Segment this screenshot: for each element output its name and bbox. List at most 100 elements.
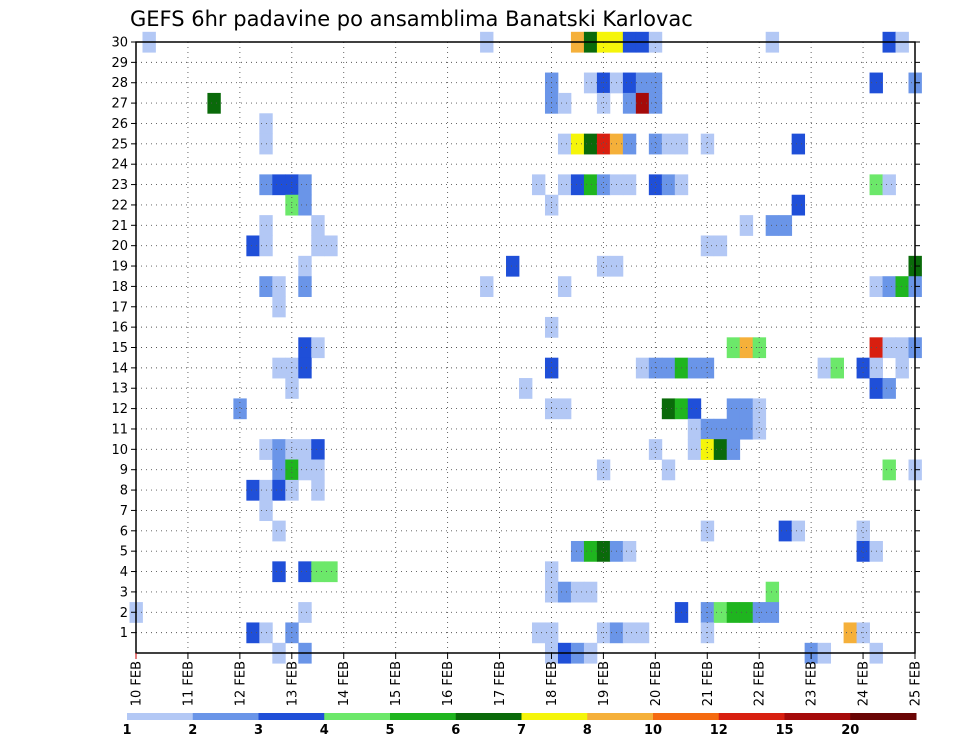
x-tick-label: 12 FEB <box>233 661 248 706</box>
heat-cell <box>311 459 325 481</box>
heat-cell <box>583 72 598 94</box>
colorbar-label: 2 <box>188 723 197 738</box>
y-tick-label: 10 <box>111 443 128 458</box>
y-tick-label: 26 <box>111 117 128 132</box>
heat-cell <box>856 540 870 562</box>
x-tick-label: 23 FEB <box>805 661 820 706</box>
heat-cell <box>570 133 585 155</box>
y-tick-label: 3 <box>120 585 128 600</box>
heat-cell <box>635 622 650 644</box>
heat-cell <box>246 235 260 257</box>
heat-cell <box>700 235 715 257</box>
x-tick-label: 18 FEB <box>545 661 560 706</box>
y-tick-label: 15 <box>111 341 128 356</box>
x-tick-label: 10 FEB <box>130 661 145 706</box>
heat-cell <box>622 133 637 155</box>
y-tick-label: 30 <box>111 36 128 51</box>
heat-cell <box>830 357 844 379</box>
heat-cell <box>246 622 260 644</box>
colorbar-legend: 1 2 3 4 5 6 7 8 10 12 15 20 <box>122 713 917 738</box>
heat-cell <box>519 378 533 399</box>
x-tick-label: 16 FEB <box>441 661 456 706</box>
heat-cell <box>713 602 728 623</box>
heat-cell <box>583 174 598 196</box>
colorbar-swatch <box>587 713 654 720</box>
x-tick-label: 25 FEB <box>909 661 924 706</box>
y-tick-label: 11 <box>111 422 128 437</box>
colorbar-label: 8 <box>583 723 592 738</box>
y-tick-label: 25 <box>111 137 128 152</box>
heat-cell <box>648 357 663 379</box>
grid-lines <box>136 42 915 653</box>
heat-cell <box>622 622 637 644</box>
heat-cell <box>648 133 663 155</box>
heat-cell <box>791 520 806 542</box>
y-tick-label: 4 <box>120 565 128 580</box>
heat-cell <box>882 276 896 297</box>
heat-cell <box>272 276 286 297</box>
heat-cell <box>557 174 572 196</box>
heat-cell <box>687 418 702 440</box>
heat-cell <box>700 133 715 155</box>
heat-cell <box>661 133 676 155</box>
heat-cell <box>726 439 741 460</box>
heat-cell <box>661 357 676 379</box>
heat-cell <box>298 174 312 196</box>
heat-cell <box>856 357 870 379</box>
heat-cell <box>726 337 741 359</box>
x-tick-label: 24 FEB <box>857 661 872 706</box>
heat-cell <box>648 174 663 196</box>
y-tick-label: 18 <box>111 280 128 295</box>
heat-cell <box>622 174 637 196</box>
heat-cell <box>583 540 598 562</box>
heat-cell <box>752 418 767 440</box>
x-tick-label: 11 FEB <box>181 661 196 706</box>
heat-cell <box>570 540 585 562</box>
heat-cell <box>635 357 650 379</box>
y-tick-label: 19 <box>111 260 128 275</box>
heat-cell <box>324 561 338 583</box>
heat-cell <box>778 215 793 236</box>
colorbar-label: 1 <box>122 723 131 738</box>
heat-cell <box>531 174 546 196</box>
heat-cell <box>882 174 896 196</box>
colorbar-label: 3 <box>254 723 263 738</box>
heat-cell <box>298 561 312 583</box>
heat-cell <box>298 459 312 481</box>
heat-cell <box>700 357 715 379</box>
heat-cell <box>272 479 286 501</box>
heat-cell <box>661 398 676 420</box>
heat-cell <box>324 235 338 257</box>
colorbar-swatch <box>653 713 720 720</box>
x-tick-label: 15 FEB <box>389 661 404 706</box>
heat-cell <box>596 540 611 562</box>
heat-cell <box>311 215 325 236</box>
heat-cell <box>596 459 611 481</box>
heat-cell <box>272 174 286 196</box>
heat-cell <box>557 276 572 297</box>
colorbar-swatch <box>521 713 588 720</box>
colorbar-label: 20 <box>841 723 859 738</box>
y-tick-label: 1 <box>120 626 128 641</box>
heat-cell <box>635 92 650 114</box>
y-tick-label: 27 <box>111 97 128 112</box>
y-tick-label: 20 <box>111 239 128 254</box>
heat-cell <box>752 398 767 420</box>
heat-cell <box>726 418 741 440</box>
heat-cell <box>233 398 247 420</box>
heat-cell <box>298 439 312 460</box>
colorbar-swatch <box>718 713 785 720</box>
y-axis-ticks: 1234567891011121314151617181920212223242… <box>111 36 920 641</box>
heat-cell <box>817 357 832 379</box>
heat-cell <box>687 439 702 460</box>
colorbar-swatch <box>455 713 522 720</box>
heat-cell <box>311 235 325 257</box>
heat-cell <box>648 92 663 114</box>
x-tick-label: 13 FEB <box>285 661 300 706</box>
heat-cell <box>596 133 611 155</box>
heat-cell <box>856 520 870 542</box>
colorbar-label: 4 <box>320 723 329 738</box>
heat-cell <box>622 72 637 94</box>
x-tick-label: 22 FEB <box>753 661 768 706</box>
